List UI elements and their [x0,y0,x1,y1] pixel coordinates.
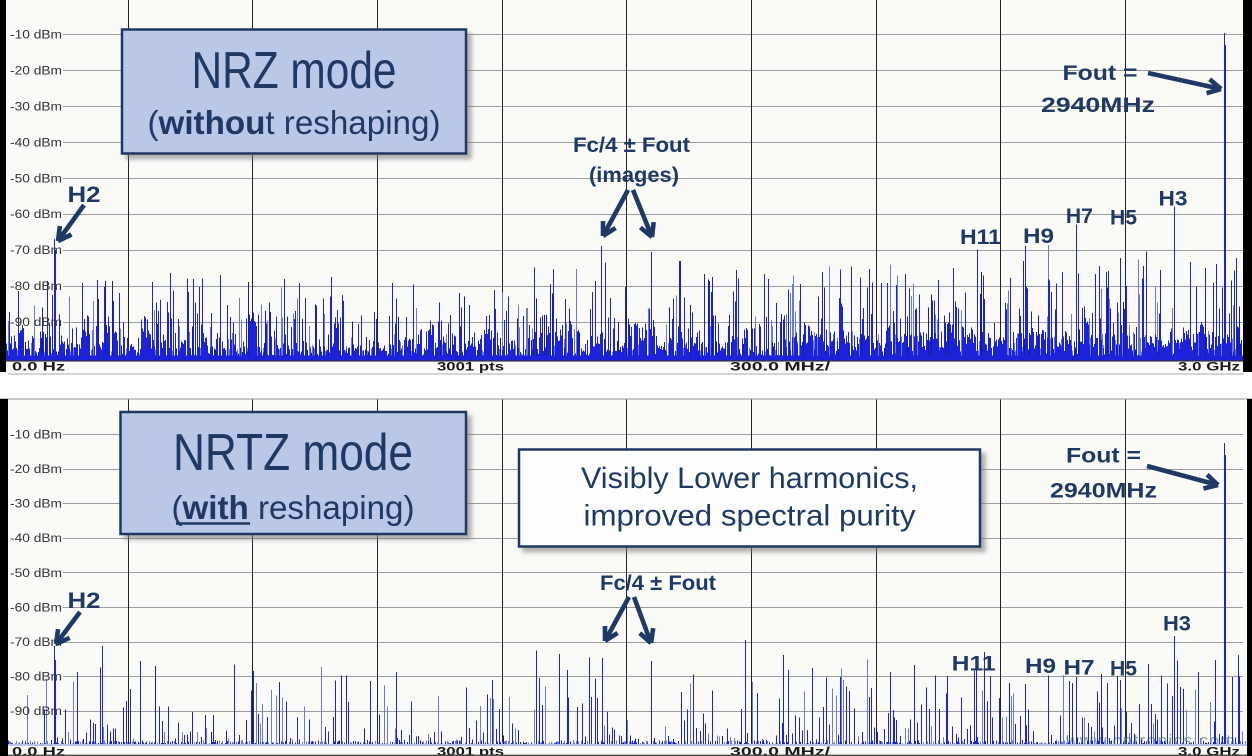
svg-text:2940MHz: 2940MHz [1041,94,1155,117]
svg-text:-60 dBm: -60 dBm [10,602,62,614]
svg-text:0.0 Hz: 0.0 Hz [12,360,65,374]
svg-text:NRTZ mode: NRTZ mode [173,424,413,482]
svg-text:2940MHz: 2940MHz [1050,480,1157,503]
svg-text:-90 dBm: -90 dBm [10,706,62,718]
svg-text:-10 dBm: -10 dBm [10,30,62,42]
svg-text:300.0 MHz/: 300.0 MHz/ [730,360,831,374]
svg-text:-10 dBm: -10 dBm [10,429,62,441]
svg-text:Visibly Lower harmonics,: Visibly Lower harmonics, [581,462,918,495]
svg-text:H9: H9 [1023,225,1054,248]
svg-text:-80 dBm: -80 dBm [10,281,62,293]
svg-text:H2: H2 [68,182,101,207]
svg-text:H7: H7 [1064,657,1095,680]
svg-text:3.0 GHz: 3.0 GHz [1178,745,1240,756]
svg-text:-30 dBm: -30 dBm [10,499,62,511]
svg-text:H7: H7 [1066,205,1093,228]
svg-text:Fout =: Fout = [1063,62,1138,85]
svg-text:H5: H5 [1110,207,1137,230]
svg-text:H3: H3 [1163,613,1191,636]
svg-text:H5: H5 [1110,658,1137,681]
svg-text:3.0 GHz: 3.0 GHz [1178,360,1240,374]
svg-text:improved spectral purity: improved spectral purity [584,500,916,533]
svg-text:H3: H3 [1159,188,1188,211]
svg-text:3001 pts: 3001 pts [437,745,504,756]
svg-text:H11: H11 [960,226,1001,249]
svg-text:-90 dBm: -90 dBm [10,317,62,329]
svg-text:Fout =: Fout = [1066,445,1141,468]
svg-text:-70 dBm: -70 dBm [10,637,62,649]
svg-text:-40 dBm: -40 dBm [10,137,62,149]
svg-text:Fc/4 ± Fout: Fc/4 ± Fout [573,134,690,157]
svg-text:H11: H11 [952,653,996,676]
svg-text:(images): (images) [589,164,679,187]
svg-text:H2: H2 [68,588,101,613]
svg-text:-80 dBm: -80 dBm [10,672,62,684]
svg-text:0.0 Hz: 0.0 Hz [12,745,65,756]
svg-text:3001 pts: 3001 pts [437,360,504,374]
svg-text:NRZ mode: NRZ mode [192,42,397,100]
svg-text:(with reshaping): (with reshaping) [172,489,415,526]
svg-text:-50 dBm: -50 dBm [10,568,62,580]
svg-text:(without reshaping): (without reshaping) [148,104,441,141]
svg-text:300.0 MHz/: 300.0 MHz/ [730,745,831,756]
svg-text:Fc/4 ± Fout: Fc/4 ± Fout [600,572,716,595]
svg-text:-30 dBm: -30 dBm [10,101,62,113]
svg-text:-20 dBm: -20 dBm [10,464,62,476]
svg-text:-60 dBm: -60 dBm [10,209,62,221]
svg-text:H9: H9 [1025,655,1056,678]
svg-text:-50 dBm: -50 dBm [10,173,62,185]
svg-text:-70 dBm: -70 dBm [10,245,62,257]
svg-text:-40 dBm: -40 dBm [10,533,62,545]
svg-text:-20 dBm: -20 dBm [10,66,62,78]
